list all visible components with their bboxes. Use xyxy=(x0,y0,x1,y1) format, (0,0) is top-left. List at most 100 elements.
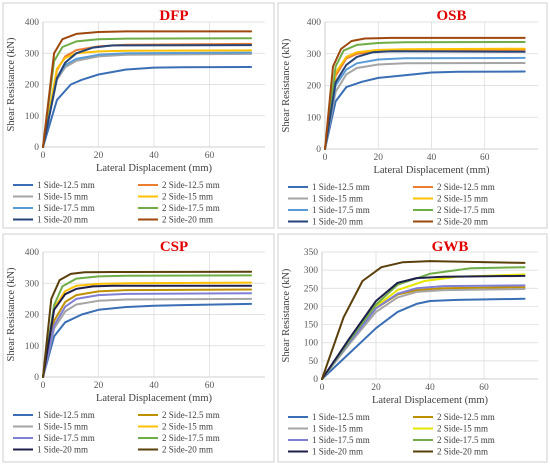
series-line xyxy=(321,297,526,380)
series-line xyxy=(321,266,526,380)
x-tick-label: 40 xyxy=(149,381,159,391)
x-tick-label: 60 xyxy=(205,151,215,161)
y-tick-label: 200 xyxy=(25,311,40,321)
legend-entry: 1 Side-17.5 mm xyxy=(37,433,95,443)
x-tick-label: 0 xyxy=(323,153,328,163)
series-line xyxy=(324,36,526,150)
x-axis-label: Lateral Displacement (mm) xyxy=(373,165,490,176)
legend-entry: 2 Side-20 mm xyxy=(162,215,213,225)
chart-panel-frame xyxy=(277,2,548,229)
series-line xyxy=(42,292,253,378)
legend-entry: 2 Side-17.5 mm xyxy=(437,205,495,215)
legend-entry: 1 Side-12.5 mm xyxy=(37,410,95,420)
y-tick-label: 100 xyxy=(25,342,40,352)
legend-entry: 1 Side-17.5 mm xyxy=(312,435,370,445)
legend-entry: 2 Side-15 mm xyxy=(162,422,213,432)
series-line xyxy=(42,284,253,378)
legend-entry: 2 Side-17.5 mm xyxy=(162,203,220,213)
legend-entry: 1 Side-20 mm xyxy=(37,215,88,225)
y-tick-label: 250 xyxy=(304,284,319,294)
x-tick-label: 20 xyxy=(94,381,104,391)
x-tick-label: 60 xyxy=(479,383,489,393)
y-tick-label: 400 xyxy=(25,18,40,28)
legend-entry: 2 Side-15 mm xyxy=(437,424,488,434)
chart-title: GWB xyxy=(432,239,469,255)
legend-entry: 2 Side-12.5 mm xyxy=(437,182,495,192)
legend-entry: 2 Side-12.5 mm xyxy=(437,412,495,422)
series-line xyxy=(324,70,526,150)
series-line xyxy=(42,288,253,378)
x-tick-label: 20 xyxy=(374,153,384,163)
x-axis-label: Lateral Displacement (mm) xyxy=(96,393,213,404)
x-tick-label: 60 xyxy=(480,153,490,163)
legend-entry: 2 Side-17.5 mm xyxy=(437,435,495,445)
x-tick-label: 40 xyxy=(427,153,437,163)
series-line xyxy=(42,302,253,378)
legend-entry: 2 Side-17.5 mm xyxy=(162,433,220,443)
x-axis-label: Lateral Displacement (mm) xyxy=(372,395,489,406)
x-tick-label: 40 xyxy=(425,383,435,393)
y-tick-label: 50 xyxy=(309,357,319,367)
series-line xyxy=(42,66,253,148)
legend-entry: 1 Side-15 mm xyxy=(312,424,363,434)
y-tick-label: 100 xyxy=(307,113,322,123)
chart-title: CSP xyxy=(160,239,188,255)
legend-entry: 2 Side-20 mm xyxy=(437,217,488,227)
y-tick-label: 100 xyxy=(25,112,40,122)
y-tick-label: 100 xyxy=(304,339,319,349)
x-tick-label: 0 xyxy=(41,151,46,161)
legend-entry: 1 Side-20 mm xyxy=(312,217,363,227)
legend-entry: 2 Side-15 mm xyxy=(437,194,488,204)
x-tick-label: 60 xyxy=(205,381,215,391)
y-tick-label: 300 xyxy=(25,279,40,289)
series-line xyxy=(321,274,526,380)
series-line xyxy=(42,44,253,148)
y-tick-label: 0 xyxy=(34,373,39,383)
y-tick-label: 350 xyxy=(304,248,319,258)
x-tick-label: 0 xyxy=(41,381,46,391)
y-tick-label: 400 xyxy=(25,248,40,258)
legend-entry: 1 Side-17.5 mm xyxy=(37,203,95,213)
series-line xyxy=(324,62,526,150)
y-tick-label: 400 xyxy=(307,18,322,28)
y-tick-label: 0 xyxy=(313,375,318,385)
legend-entry: 2 Side-20 mm xyxy=(162,445,213,455)
series-line xyxy=(42,270,253,378)
y-tick-label: 0 xyxy=(316,145,321,155)
chart-1: 0 100 200 300 400 0 20 40 60 Lateral Displacement… xyxy=(277,2,548,229)
chart-title: DFP xyxy=(159,8,188,24)
legend-entry: 1 Side-15 mm xyxy=(37,192,88,202)
legend-entry: 2 Side-15 mm xyxy=(162,192,213,202)
series-line xyxy=(324,41,526,150)
legend-entry: 2 Side-20 mm xyxy=(437,447,488,457)
y-axis-label: Shear Resistance (kN) xyxy=(6,37,17,131)
series-line xyxy=(324,50,526,150)
series-line xyxy=(321,284,526,380)
legend-entry: 1 Side-12.5 mm xyxy=(312,412,370,422)
x-tick-label: 40 xyxy=(149,151,159,161)
legend-entry: 1 Side-15 mm xyxy=(37,422,88,432)
y-tick-label: 300 xyxy=(307,50,322,60)
y-tick-label: 200 xyxy=(304,302,319,312)
y-tick-label: 0 xyxy=(34,143,39,153)
legend-entry: 1 Side-12.5 mm xyxy=(37,180,95,190)
y-axis-label: Shear Resistance (kN) xyxy=(281,38,292,132)
y-tick-label: 150 xyxy=(304,321,319,331)
y-tick-label: 200 xyxy=(25,81,40,91)
legend-entry: 2 Side-12.5 mm xyxy=(162,180,220,190)
chart-0: 0 100 200 300 400 0 20 40 60 Lateral Displacement… xyxy=(2,2,275,229)
legend-entry: 2 Side-12.5 mm xyxy=(162,410,220,420)
x-tick-label: 20 xyxy=(371,383,381,393)
y-axis-label: Shear Resistance (kN) xyxy=(281,268,292,362)
series-line xyxy=(321,288,526,380)
legend-entry: 1 Side-15 mm xyxy=(312,194,363,204)
legend-entry: 1 Side-20 mm xyxy=(312,447,363,457)
series-line xyxy=(42,274,253,378)
legend-entry: 1 Side-12.5 mm xyxy=(312,182,370,192)
legend-entry: 1 Side-17.5 mm xyxy=(312,205,370,215)
chart-panel-frame xyxy=(277,233,548,463)
chart-title: OSB xyxy=(436,8,466,24)
chart-2: 0 100 200 300 400 0 20 40 60 Lateral Displacement… xyxy=(2,233,275,463)
y-tick-label: 300 xyxy=(25,49,40,59)
